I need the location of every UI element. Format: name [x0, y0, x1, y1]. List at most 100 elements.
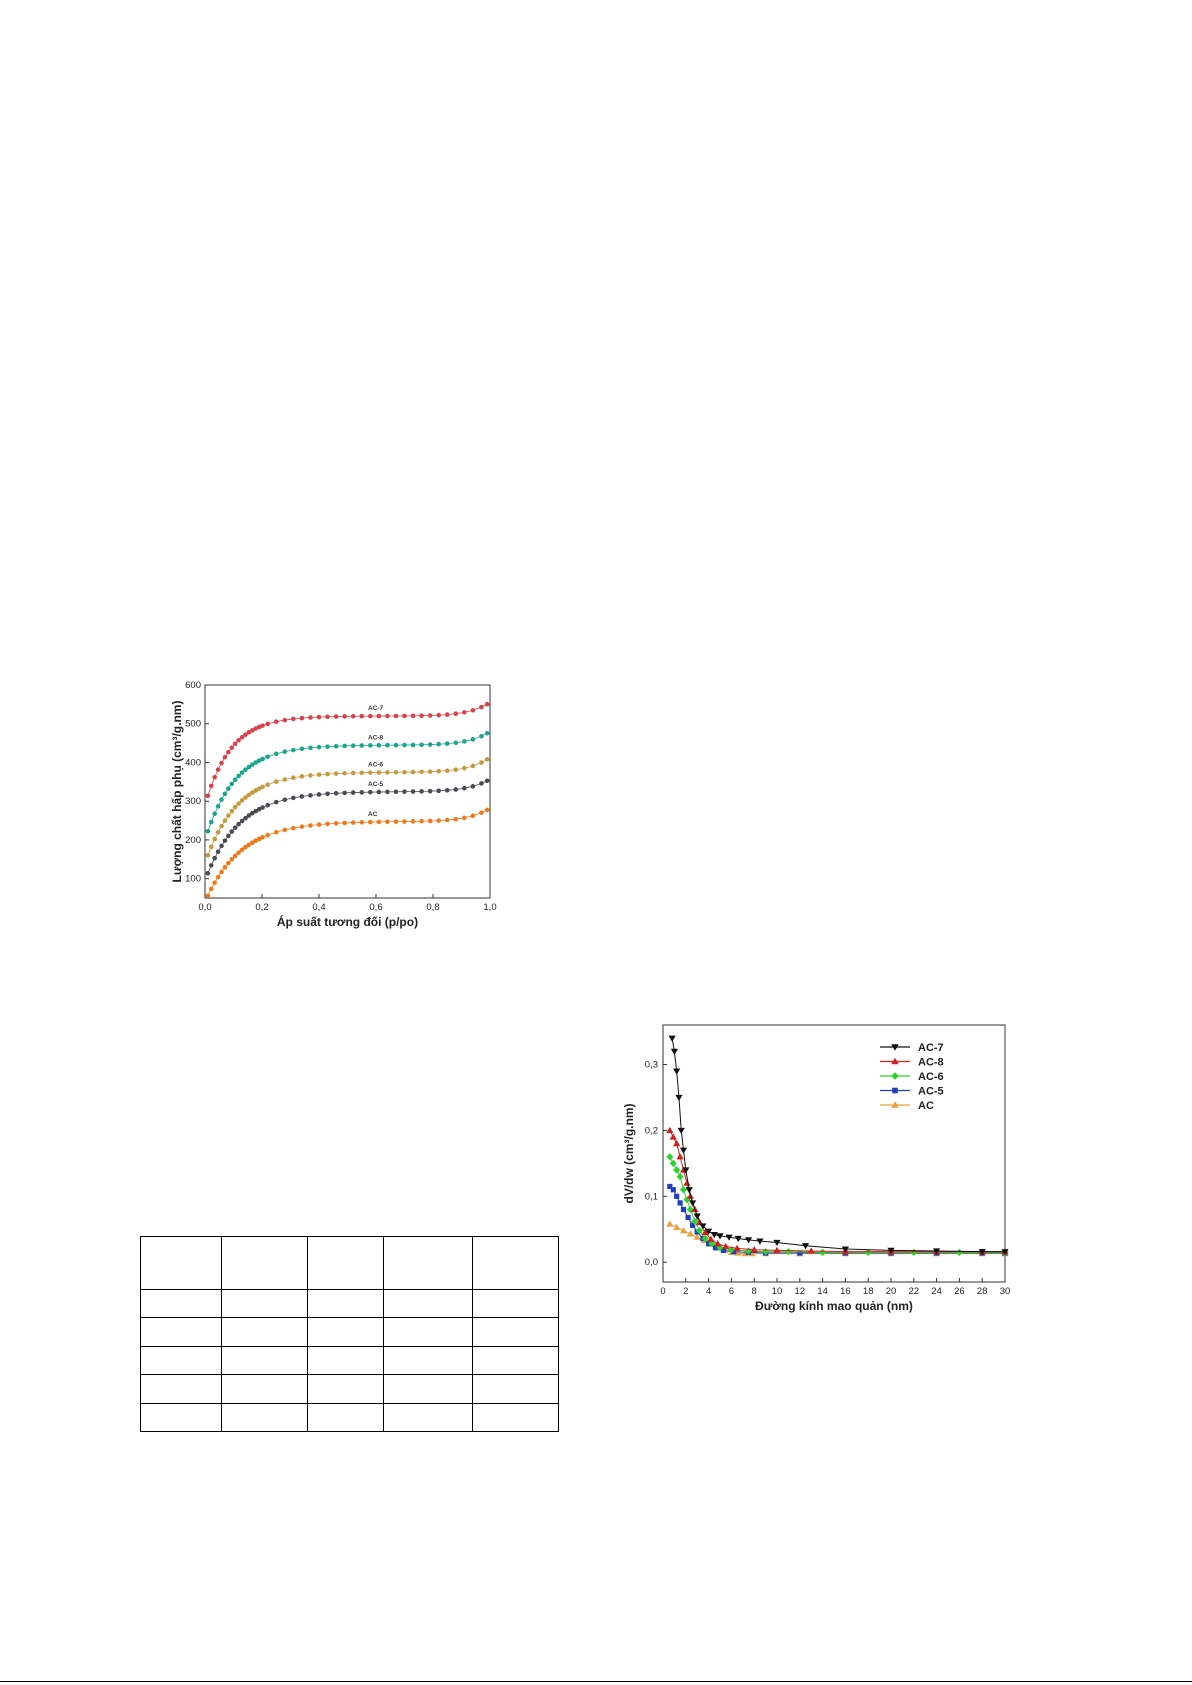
series-ac-6: [205, 757, 490, 858]
data-point: [712, 1245, 719, 1251]
data-point: [325, 791, 330, 797]
data-point: [1001, 1249, 1009, 1256]
data-point: [236, 801, 241, 806]
table-cell: [472, 1288, 559, 1319]
table-cell: [140, 1236, 222, 1290]
data-point: [265, 782, 270, 788]
data-point: [462, 785, 467, 791]
data-point: [246, 813, 252, 818]
data-point: [462, 815, 467, 821]
data-point: [479, 704, 484, 710]
table-cell: [307, 1374, 384, 1404]
data-point: [232, 777, 238, 782]
table-cell: [307, 1236, 384, 1290]
table-cell: [383, 1374, 473, 1404]
data-point: [427, 713, 433, 718]
data-point: [686, 1205, 694, 1214]
data-point: [232, 825, 238, 830]
data-point: [208, 783, 214, 789]
data-point: [479, 781, 484, 786]
data-point: [419, 818, 424, 824]
data-point: [864, 1248, 872, 1256]
data-point: [689, 1200, 697, 1207]
series-ac-7: [205, 701, 490, 799]
data-point: [419, 769, 424, 775]
data-point: [708, 1240, 716, 1248]
y-tick-label: 400: [185, 757, 201, 768]
y-tick-label: 0,3: [645, 1060, 658, 1071]
data-point: [676, 1153, 684, 1160]
series-ac-5: [205, 778, 490, 876]
data-point: [236, 738, 241, 743]
data-point: [299, 774, 305, 779]
data-point: [222, 838, 228, 843]
data-point: [232, 741, 238, 747]
data-point: [256, 836, 262, 842]
data-point: [436, 818, 442, 823]
data-point: [226, 860, 231, 866]
data-point: [253, 726, 259, 731]
data-point: [695, 1227, 704, 1235]
data-point: [427, 769, 433, 774]
data-point: [693, 1213, 701, 1220]
data-point: [253, 760, 259, 765]
data-point: [219, 843, 224, 849]
data-point: [731, 1249, 737, 1255]
data-point: [308, 773, 313, 778]
data-point: [410, 769, 416, 775]
empty-data-table: [140, 1236, 559, 1433]
data-point: [705, 1228, 713, 1235]
table-cell: [221, 1317, 308, 1347]
data-point: [250, 840, 255, 845]
data-point: [316, 792, 322, 797]
data-point: [419, 713, 424, 719]
data-point: [359, 743, 365, 748]
data-point: [677, 1127, 685, 1135]
data-point: [484, 807, 490, 813]
data-point: [841, 1246, 849, 1253]
table-cell: [472, 1345, 559, 1376]
data-point: [232, 853, 238, 859]
legend-label: AC: [918, 1100, 934, 1112]
data-point: [444, 768, 450, 773]
data-point: [385, 742, 390, 748]
series-ac: [205, 807, 490, 898]
legend-label: AC-8: [918, 1057, 944, 1069]
y-axis-label: Lượng chất hấp phụ (cm³/g.nm): [170, 701, 184, 883]
series-line: [207, 809, 488, 896]
x-axis-label: Áp suất tương đối (p/po): [277, 914, 418, 929]
data-point: [265, 802, 270, 808]
pore-size-distribution-svg: 0 2 4 6 8 10 12 14 16 18 20 22 24 26 28 300,00,10,20,3Đ…: [622, 1024, 1010, 1313]
x-tick-label: 0,0: [198, 902, 211, 913]
data-point: [260, 835, 265, 840]
data-point: [316, 714, 322, 720]
legend-label: AC-7: [918, 1042, 944, 1054]
data-point: [212, 811, 217, 817]
data-point: [256, 806, 262, 812]
data-point: [679, 1147, 688, 1154]
series-line: [207, 703, 488, 796]
data-point: [342, 714, 347, 719]
data-point: [479, 810, 484, 816]
data-point: [427, 742, 433, 747]
data-point: [219, 869, 224, 875]
data-point: [243, 795, 248, 800]
data-point: [722, 1242, 730, 1250]
data-point: [470, 813, 476, 819]
data-point: [673, 1166, 681, 1174]
data-point: [393, 789, 399, 795]
data-point: [291, 775, 296, 781]
x-tick-label: 10: [772, 1286, 783, 1297]
data-point: [376, 789, 382, 795]
table-cell: [472, 1374, 559, 1404]
data-point: [208, 886, 214, 892]
data-point: [205, 829, 211, 834]
x-tick-label: 20: [886, 1286, 897, 1297]
data-point: [236, 850, 241, 855]
x-tick-label: 0: [660, 1286, 665, 1297]
data-point: [679, 1227, 688, 1234]
data-point: [685, 1187, 693, 1194]
series-label-ac-8: AC-8: [368, 734, 384, 741]
data-point: [453, 767, 459, 773]
data-point: [308, 793, 313, 798]
